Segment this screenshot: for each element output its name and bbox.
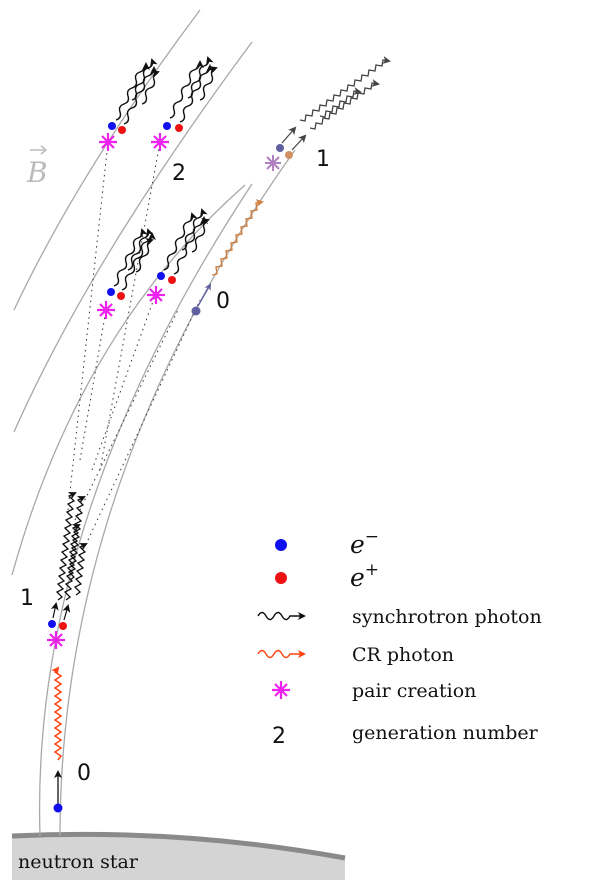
generation-label-right-1: 1 xyxy=(316,147,330,172)
synchrotron-photon xyxy=(115,62,150,121)
legend-synchrotron-label: synchrotron photon xyxy=(352,606,542,628)
positron xyxy=(175,124,183,132)
neutron-star: neutron star xyxy=(11,831,346,880)
legend: e− e+ synchrotron photon CR photon pair … xyxy=(257,527,542,749)
legend-pair-label: pair creation xyxy=(352,680,476,702)
generation-label-right-0: 0 xyxy=(216,289,230,314)
synchrotron-photon xyxy=(309,79,380,130)
electron xyxy=(163,122,171,130)
legend-positron-label: e+ xyxy=(350,560,379,592)
positron-icon xyxy=(275,572,287,584)
legend-electron-sup: − xyxy=(365,527,379,547)
positron xyxy=(285,151,293,159)
synchrotron-photon xyxy=(131,58,158,101)
synchrotron-photon xyxy=(299,56,391,122)
field-lines xyxy=(11,9,296,837)
electron-track xyxy=(281,126,297,144)
pair-creation-icon xyxy=(47,631,65,649)
field-label: B xyxy=(26,145,48,189)
electron xyxy=(107,288,115,296)
synchrotron-photon xyxy=(191,218,210,253)
primary-electron xyxy=(191,306,201,316)
neutron-star-surface xyxy=(11,831,346,861)
electron xyxy=(157,272,165,280)
field-line xyxy=(13,41,253,433)
synchrotron-photon xyxy=(163,212,198,271)
generation-links xyxy=(67,141,201,541)
generation-label-left-0: 0 xyxy=(77,761,91,786)
cr-photon xyxy=(211,199,264,276)
electron-icon xyxy=(275,539,287,551)
pair-creation-icon xyxy=(151,133,169,151)
field-line xyxy=(38,183,253,837)
electron-track xyxy=(50,602,59,619)
synchrotron-photon xyxy=(63,524,81,601)
synchrotron-photon xyxy=(187,56,214,99)
field-label-text: B xyxy=(26,156,48,189)
link-line xyxy=(67,141,109,511)
synchrotron-photon xyxy=(73,543,88,596)
electron xyxy=(276,144,284,152)
positron-track xyxy=(62,604,71,621)
legend-electron-label: e− xyxy=(350,527,379,559)
legend-generation-sample: 2 xyxy=(272,724,286,749)
synchrotron-photon xyxy=(127,228,154,271)
electron xyxy=(108,122,116,130)
positron xyxy=(168,276,176,284)
generation-label-left-1: 1 xyxy=(20,586,34,611)
legend-synchrotron: synchrotron photon xyxy=(257,606,542,628)
synchrotron-photon-icon xyxy=(257,611,306,621)
link-line xyxy=(87,299,201,541)
electron xyxy=(48,620,56,628)
synchrotron-photon xyxy=(199,66,218,101)
synchrotron-bundle xyxy=(113,208,210,291)
legend-electron: e− xyxy=(275,527,379,559)
pair-creation-icon xyxy=(265,155,281,171)
synchrotron-photon xyxy=(319,87,362,118)
legend-generation-label: generation number xyxy=(352,722,539,744)
legend-positron-sup: + xyxy=(365,560,379,580)
field-line xyxy=(59,149,296,837)
pair-creation-icon xyxy=(272,681,290,699)
synchrotron-photon xyxy=(181,208,208,251)
link-line xyxy=(79,309,107,461)
cr-photon-icon xyxy=(257,649,306,659)
synchrotron-photon xyxy=(179,64,214,123)
synchrotron-photon xyxy=(55,492,77,601)
field-line xyxy=(11,184,246,576)
pair-creation-icon xyxy=(147,286,165,304)
legend-cr: CR photon xyxy=(257,644,454,666)
legend-positron: e+ xyxy=(275,560,379,592)
primary-electron xyxy=(53,803,63,813)
cr-photon xyxy=(51,666,63,761)
link-line xyxy=(91,295,156,471)
pair-creation-icon xyxy=(99,133,117,151)
synchrotron-photon xyxy=(67,496,86,581)
synchrotron-photon xyxy=(135,238,154,273)
synchrotron-photon xyxy=(113,228,148,287)
positron-track xyxy=(291,134,307,151)
vector-arrow-head-icon xyxy=(40,145,48,155)
pair-creation-icon xyxy=(97,301,115,319)
legend-generation: 2 generation number xyxy=(272,722,539,749)
cascade-right: 0 1 xyxy=(191,56,391,316)
field-line xyxy=(13,9,201,311)
legend-pair: pair creation xyxy=(272,680,476,702)
cascade-left: 0 1 2 xyxy=(20,56,218,813)
positron xyxy=(118,126,126,134)
primary-electron-track xyxy=(197,283,211,307)
link-line xyxy=(99,141,161,471)
legend-cr-label: CR photon xyxy=(352,644,454,666)
neutron-star-label: neutron star xyxy=(18,851,139,873)
generation-label-left-2: 2 xyxy=(172,161,186,186)
synchrotron-photon xyxy=(141,70,160,105)
synchrotron-photon xyxy=(169,60,204,119)
synchrotron-bundle xyxy=(115,56,218,125)
positron xyxy=(59,622,67,630)
link-line xyxy=(74,309,179,521)
synchrotron-photon xyxy=(173,216,208,275)
positron xyxy=(117,292,125,300)
